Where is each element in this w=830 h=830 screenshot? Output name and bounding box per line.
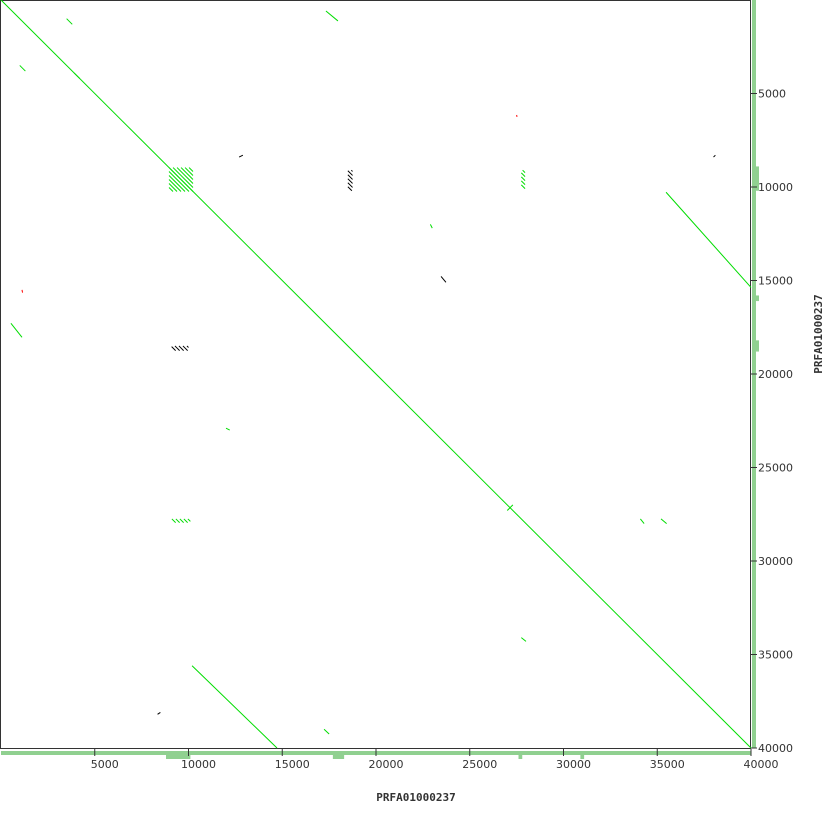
y-axis-ticks: 5000 10000 15000 20000 25000 30000 35000 40000 [751, 88, 793, 755]
x-tick-label: 30000 [556, 758, 591, 771]
alignment-segment [521, 637, 527, 642]
alignment-marks [0, 0, 752, 749]
repeat-line [176, 167, 194, 184]
alignment-segment [10, 323, 23, 338]
y-coverage-peak [752, 166, 759, 191]
repeat-line [347, 170, 353, 176]
repeat-line [522, 169, 526, 173]
alignment-segment [225, 427, 230, 431]
alignment-segment [238, 154, 244, 158]
repeat-line [347, 186, 353, 192]
alignment-segment [429, 224, 433, 229]
repeat-line [188, 167, 194, 172]
main-diagonal [0, 0, 752, 749]
x-coverage-peak [166, 751, 191, 759]
y-tick-label: 20000 [758, 368, 793, 381]
x-tick-label: 25000 [462, 758, 497, 771]
x-coverage-peak [580, 751, 585, 759]
repeat-line [520, 176, 526, 181]
x-tick-label: 40000 [744, 758, 779, 771]
alignment-segment [66, 18, 73, 25]
repeat-line [347, 178, 353, 184]
alignment-segment [506, 504, 514, 511]
y-axis-label: PRFA01000237 [812, 294, 825, 373]
alignment-segment [191, 665, 278, 749]
plot-frame [0, 0, 751, 749]
y-tick-label: 35000 [758, 649, 793, 662]
repeat-line [520, 180, 526, 185]
y-tick-label: 15000 [758, 275, 793, 288]
repeat-line [520, 184, 526, 189]
x-tick-label: 15000 [275, 758, 310, 771]
repeat-block [168, 167, 194, 192]
repeat-line [186, 345, 189, 348]
repeat-line [187, 518, 191, 522]
alignment-segment [157, 712, 161, 715]
x-axis-label: PRFA01000237 [376, 791, 455, 804]
repeat-line [168, 171, 190, 192]
repeat-line [182, 345, 188, 351]
alignment-segment [639, 518, 645, 524]
repeat-line [183, 518, 188, 524]
repeat-line [178, 345, 184, 351]
alignment-segment [713, 154, 716, 158]
y-tick-label: 40000 [758, 742, 793, 755]
repeat-line [520, 172, 526, 177]
repeat-line [168, 179, 182, 192]
repeat-line [171, 518, 176, 524]
repeat-line [179, 518, 184, 524]
repeat-line [168, 167, 194, 192]
repeat-block [171, 518, 191, 524]
x-tick-label: 10000 [181, 758, 216, 771]
repeat-line [350, 169, 353, 172]
y-tick-label: 10000 [758, 181, 793, 194]
repeat-line [168, 187, 174, 192]
y-coverage-peak [752, 295, 759, 302]
repeat-line [347, 174, 353, 180]
alignment-segment [440, 276, 447, 283]
repeat-line [180, 167, 194, 180]
y-tick-label: 30000 [758, 555, 793, 568]
alignment-segment [665, 191, 752, 288]
repeat-line [168, 175, 186, 192]
repeat-line [171, 346, 176, 351]
repeat-block [171, 345, 189, 351]
repeat-line [175, 518, 180, 524]
alignment-segment [73, 72, 81, 79]
y-coverage-peak [752, 340, 759, 352]
repeat-block [347, 169, 353, 192]
alignment-segment [323, 728, 330, 735]
y-tick-label: 25000 [758, 462, 793, 475]
x-tick-label: 35000 [650, 758, 685, 771]
x-axis-ticks: 5000 10000 15000 20000 25000 30000 35000 40000 [91, 749, 779, 771]
x-tick-label: 20000 [369, 758, 404, 771]
x-coverage-peak [518, 751, 523, 759]
repeat-line [347, 182, 353, 188]
alignment-segment [325, 10, 339, 22]
repeat-block [520, 169, 526, 189]
alignment-segment [21, 289, 24, 293]
repeat-line [168, 183, 178, 192]
repeat-line [184, 167, 194, 176]
alignment-segment [19, 65, 26, 72]
x-tick-label: 5000 [91, 758, 119, 771]
x-coverage-peak [332, 751, 345, 759]
repeat-line [172, 167, 194, 188]
y-tick-label: 5000 [758, 88, 786, 101]
repeat-line [174, 345, 180, 351]
alignment-segment [660, 518, 667, 524]
